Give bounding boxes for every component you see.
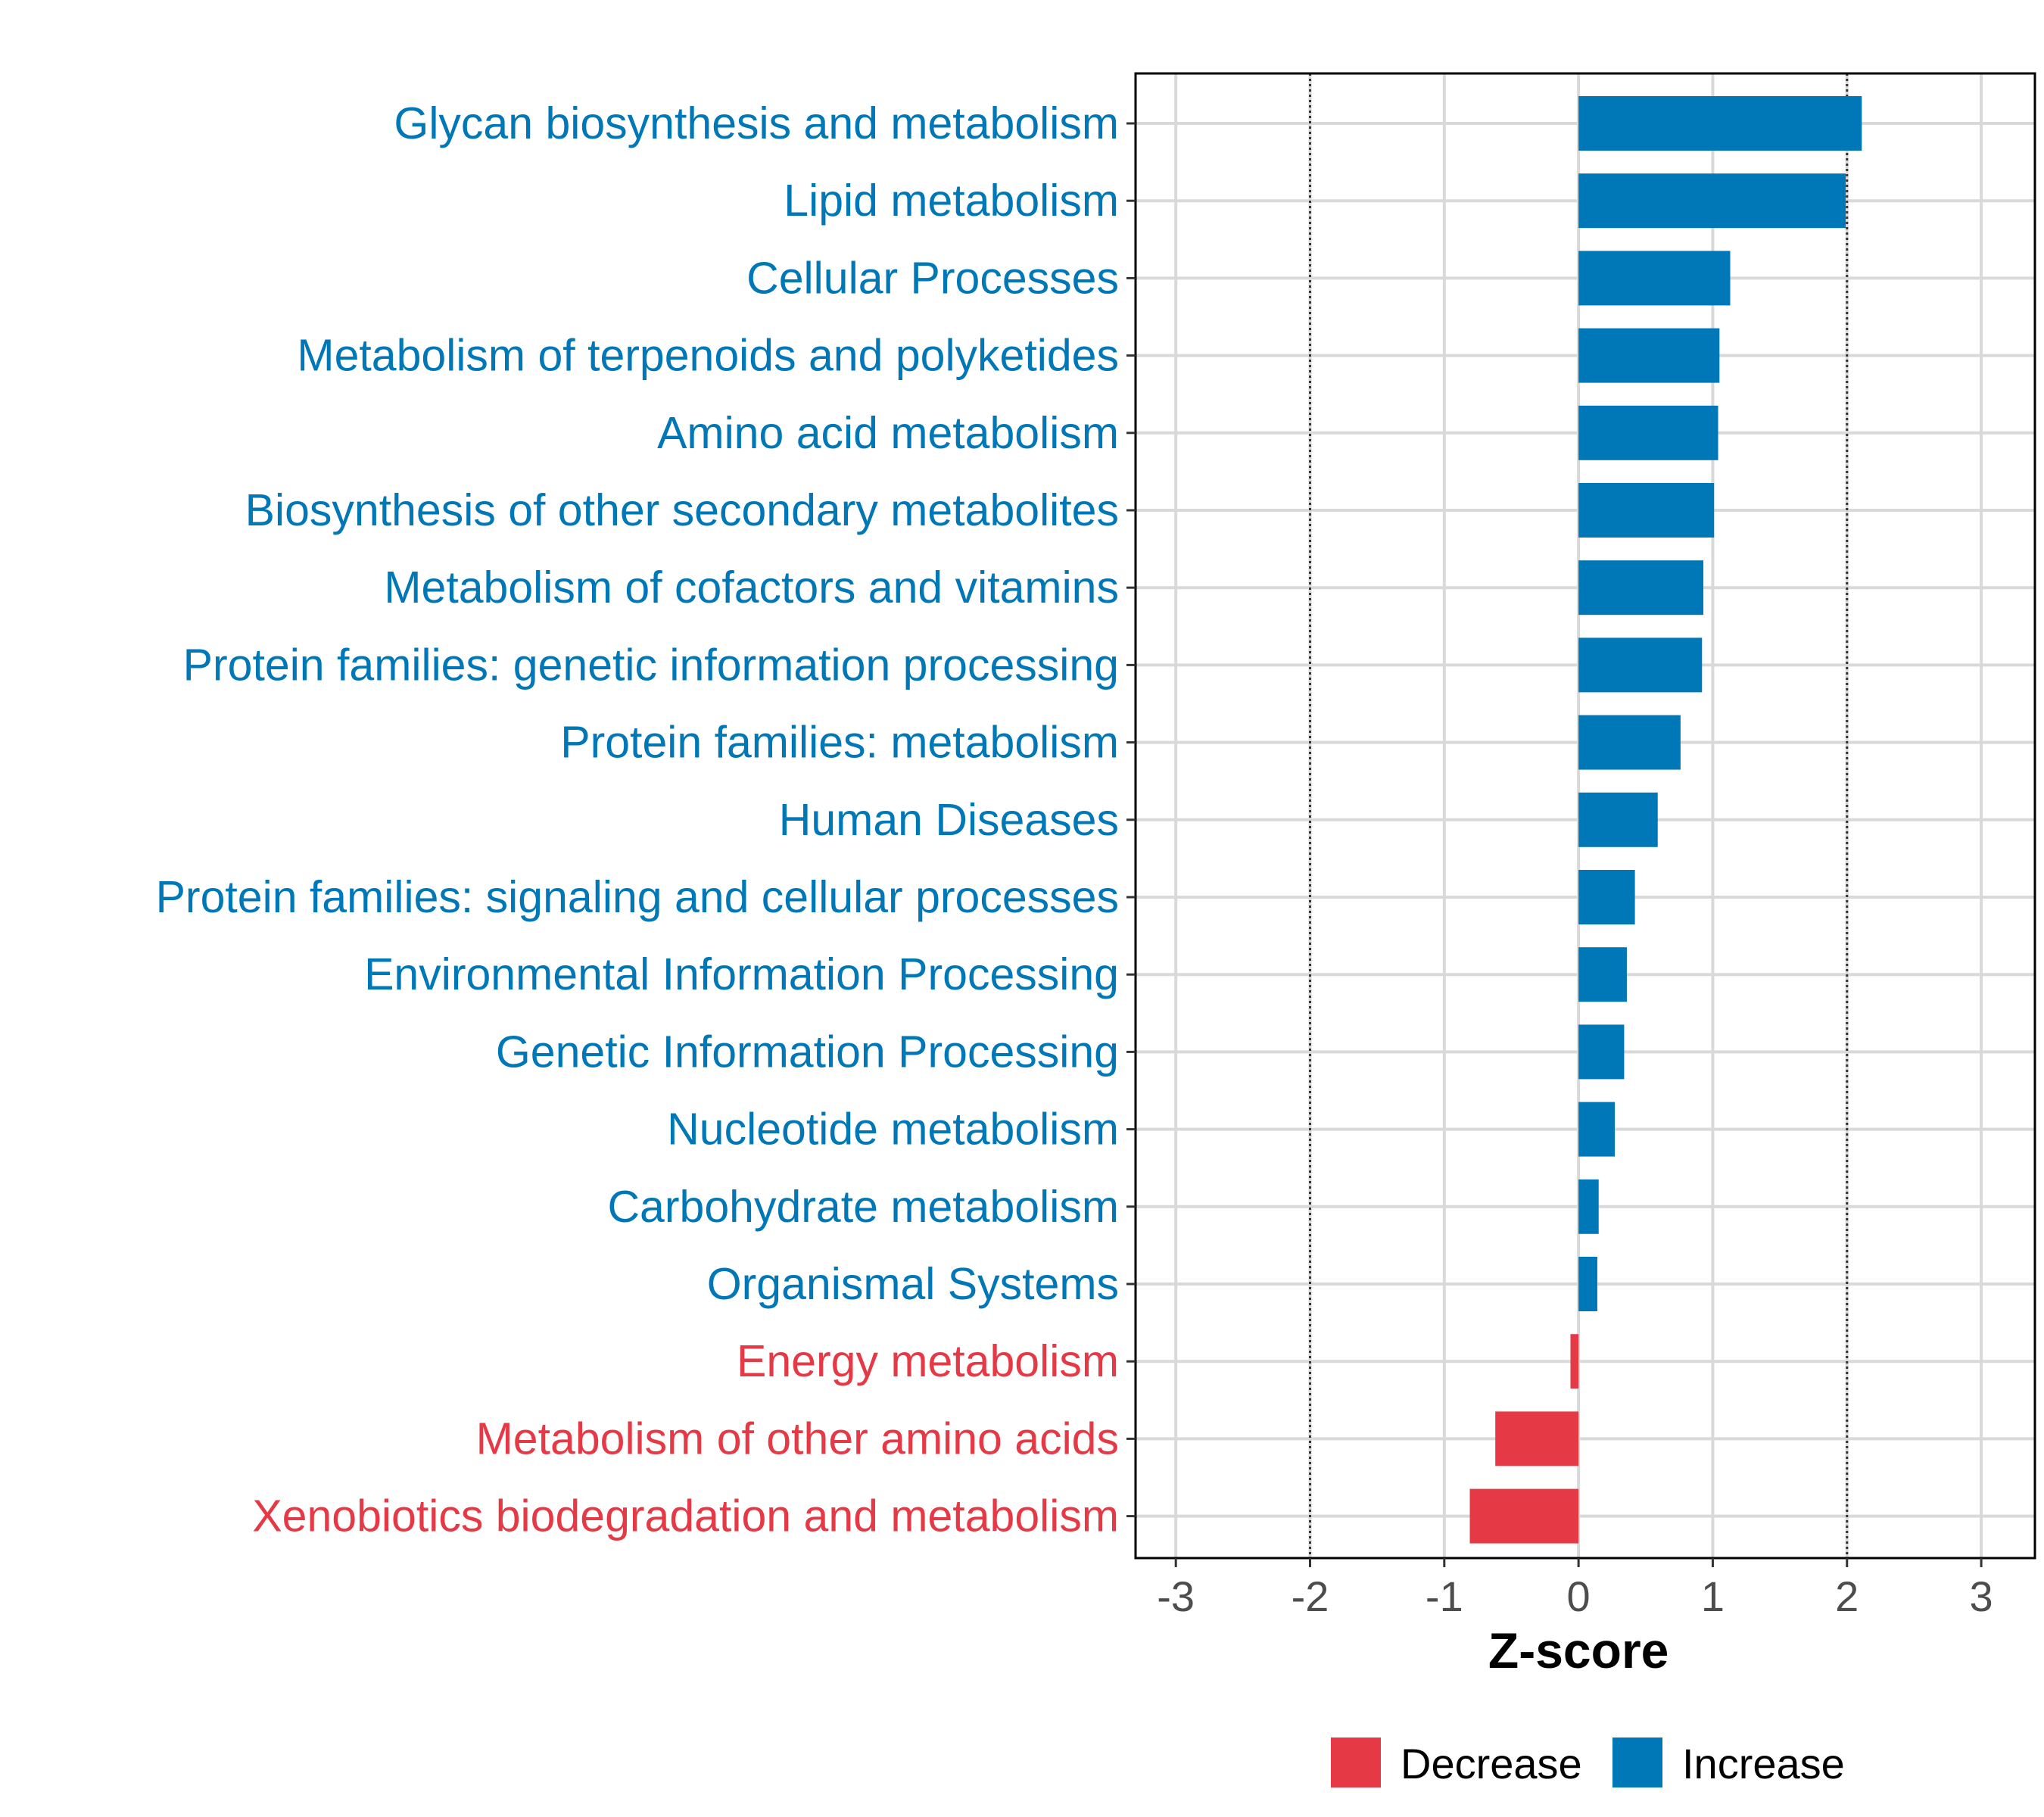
y-tick-label: Genetic Information Processing xyxy=(496,1027,1119,1077)
y-tick-label: Xenobiotics biodegradation and metabolis… xyxy=(252,1491,1119,1541)
y-tick-label: Metabolism of terpenoids and polyketides xyxy=(297,331,1119,381)
y-tick-label: Environmental Information Processing xyxy=(364,949,1119,999)
legend-label-decrease: Decrease xyxy=(1401,1740,1582,1787)
bar xyxy=(1578,947,1627,1002)
bar xyxy=(1578,560,1704,616)
x-tick-label: -3 xyxy=(1157,1572,1195,1620)
y-tick-label: Protein families: metabolism xyxy=(560,718,1119,768)
y-tick-label: Metabolism of other amino acids xyxy=(476,1413,1119,1463)
y-tick-label: Protein families: genetic information pr… xyxy=(183,640,1119,690)
plot-frame xyxy=(1134,72,2036,1560)
y-tick-label: Protein families: signaling and cellular… xyxy=(156,872,1119,922)
bar xyxy=(1578,328,1720,383)
x-axis-title: Z-score xyxy=(1488,1622,1669,1678)
bar xyxy=(1578,1024,1625,1080)
bars xyxy=(1469,96,1862,1544)
bar xyxy=(1578,715,1681,770)
bar xyxy=(1578,1179,1599,1234)
bar xyxy=(1578,792,1658,847)
y-tick-label: Amino acid metabolism xyxy=(657,408,1119,458)
x-tick-label: -2 xyxy=(1292,1572,1329,1620)
x-axis-ticks: -3 -2 -1 0 1 2 3 xyxy=(1157,1558,1993,1620)
x-tick-label: 2 xyxy=(1835,1572,1859,1620)
x-tick-label: 0 xyxy=(1567,1572,1591,1620)
bar xyxy=(1578,483,1715,538)
x-tick-label: 3 xyxy=(1969,1572,1993,1620)
legend-swatch-increase xyxy=(1612,1738,1662,1787)
bar xyxy=(1570,1334,1579,1389)
x-tick-label: -1 xyxy=(1426,1572,1463,1620)
y-tick-label: Biosynthesis of other secondary metaboli… xyxy=(245,485,1119,535)
y-tick-label: Organismal Systems xyxy=(707,1259,1119,1309)
legend-swatch-decrease xyxy=(1331,1738,1381,1787)
bar xyxy=(1469,1488,1579,1544)
bar xyxy=(1578,870,1635,924)
bar xyxy=(1578,251,1731,306)
bar xyxy=(1578,96,1862,151)
bar xyxy=(1578,173,1846,229)
bar xyxy=(1578,637,1703,693)
y-tick-label: Energy metabolism xyxy=(737,1336,1119,1386)
bar xyxy=(1495,1411,1579,1466)
y-tick-label: Glycan biosynthesis and metabolism xyxy=(394,98,1119,148)
bar xyxy=(1578,1257,1597,1311)
x-tick-label: 1 xyxy=(1701,1572,1725,1620)
y-tick-label: Human Diseases xyxy=(779,795,1119,845)
y-tick-label: Carbohydrate metabolism xyxy=(607,1182,1119,1232)
reference-lines xyxy=(1309,73,1849,1558)
bar xyxy=(1578,1102,1616,1157)
y-axis-ticks: Glycan biosynthesis and metabolism Lipid … xyxy=(156,98,1136,1541)
legend-label-increase: Increase xyxy=(1682,1740,1845,1787)
y-tick-label: Metabolism of cofactors and vitamins xyxy=(384,563,1119,612)
legend: Decrease Increase xyxy=(1331,1738,1845,1787)
bar xyxy=(1578,405,1718,460)
y-tick-label: Lipid metabolism xyxy=(784,176,1119,226)
y-tick-label: Nucleotide metabolism xyxy=(667,1105,1119,1155)
y-tick-label: Cellular Processes xyxy=(746,253,1119,303)
